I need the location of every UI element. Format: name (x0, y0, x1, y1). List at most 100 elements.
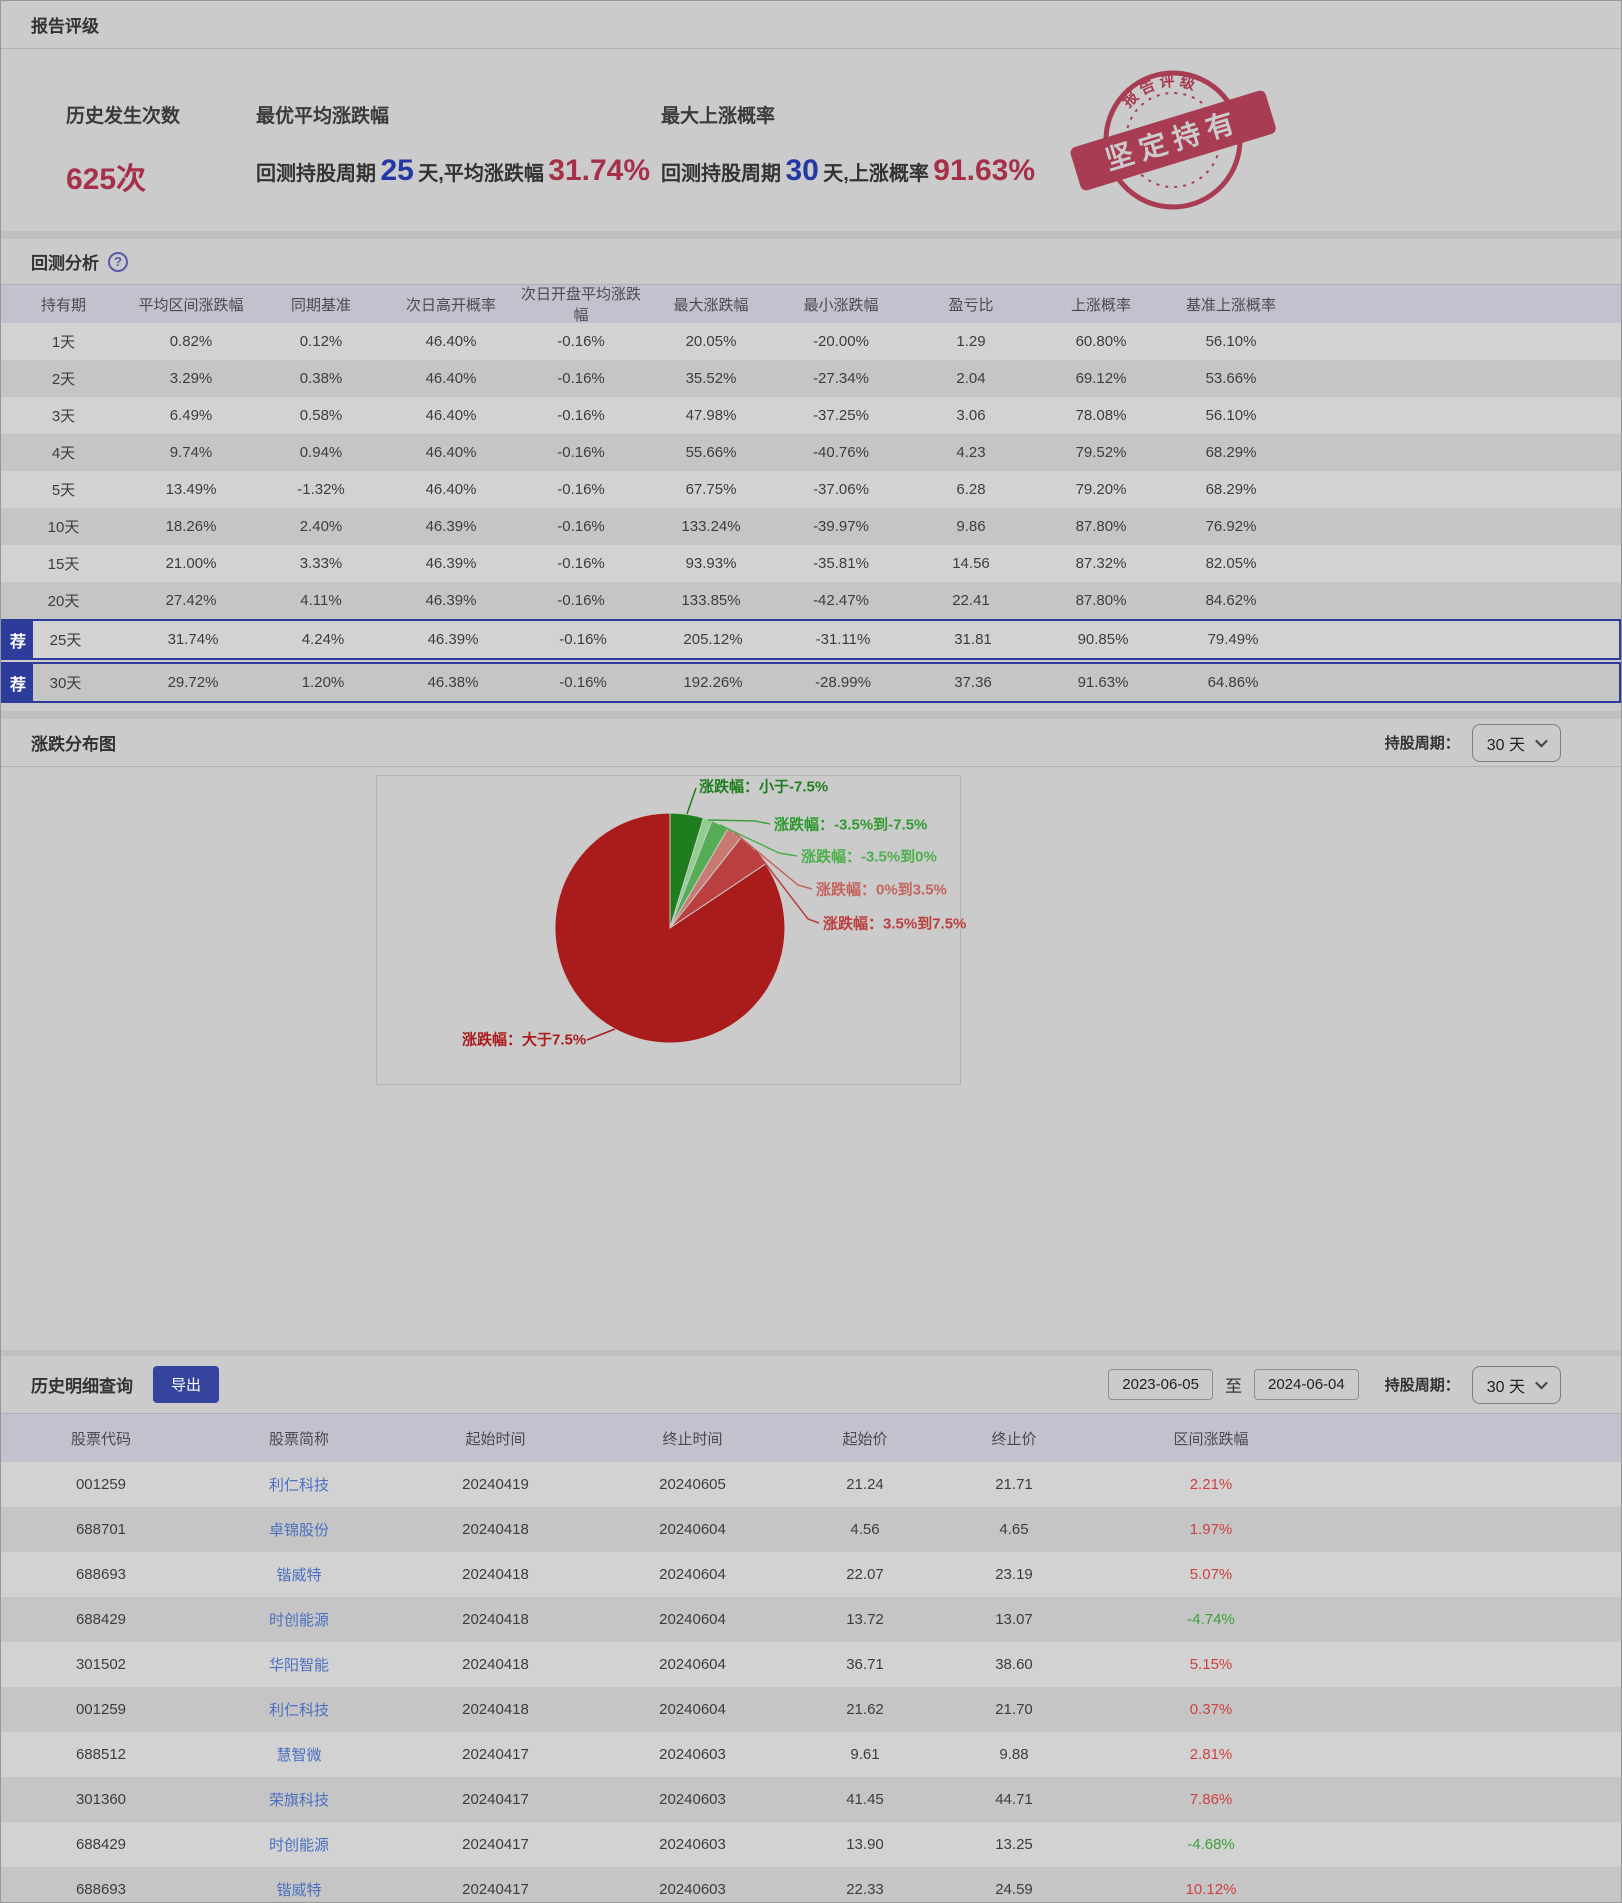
history-row-688512: 688512 慧智微 20240417 20240603 9.61 9.88 2.81% (1, 1732, 1621, 1777)
table-cell: -0.16% (557, 407, 605, 424)
table-cell: 205.12% (683, 631, 743, 648)
table-cell: 0.12% (299, 333, 343, 350)
stock-link[interactable]: 慧智微 (276, 1747, 322, 1764)
table-cell: 6.28 (956, 481, 986, 498)
column-header: 平均区间涨跌幅 (138, 296, 244, 314)
stock-link[interactable]: 锴威特 (276, 1567, 322, 1584)
table-cell: 21.62 (846, 1701, 884, 1718)
table-cell: 46.38% (427, 674, 479, 691)
table-cell: -39.97% (813, 518, 869, 535)
pie-label-below-neg7.5: 涨跌幅：小于-7.5% (699, 778, 829, 796)
history-row-688429: 688429 时创能源 20240418 20240604 13.72 13.07 -4.7… (1, 1597, 1621, 1642)
table-cell: -35.81% (813, 555, 869, 572)
stat-prefix: 回测持股周期 (661, 163, 781, 185)
table-cell: -27.34% (813, 370, 869, 387)
table-cell: 0.58% (299, 407, 343, 424)
backtest-title: 回测分析 (31, 254, 99, 273)
table-cell: 4.65 (999, 1521, 1029, 1538)
table-cell: 133.85% (681, 592, 741, 609)
stock-link[interactable]: 荣旗科技 (268, 1792, 329, 1809)
table-cell: -0.16% (557, 370, 605, 387)
help-icon[interactable]: ? (108, 251, 128, 272)
table-cell: 87.80% (1075, 518, 1127, 535)
table-cell: 46.39% (425, 555, 477, 572)
table-cell: 20240419 (462, 1476, 529, 1493)
table-cell: 13.25 (995, 1836, 1033, 1853)
chart-area: 涨跌幅：小于-7.5% 涨跌幅：-3.5%到-7.5% 涨跌幅：-3.5%到0%… (1, 767, 1621, 1085)
pie-label-3.5-to-7.5: 涨跌幅：3.5%到7.5% (823, 915, 967, 933)
stock-link[interactable]: 时创能源 (268, 1837, 329, 1854)
history-period-value: 30 天 (1486, 1378, 1525, 1396)
table-cell: 27.42% (165, 592, 217, 609)
pie-slice-5[interactable] (554, 812, 786, 1044)
table-cell: 68.29% (1205, 444, 1257, 461)
stock-link[interactable]: 锴威特 (276, 1882, 322, 1899)
table-cell: 46.40% (425, 444, 477, 461)
table-cell: 67.75% (685, 481, 737, 498)
table-cell: 20240418 (462, 1521, 529, 1538)
table-cell: 46.39% (425, 518, 477, 535)
range-change-value: 0.37% (1189, 1701, 1233, 1718)
stock-link[interactable]: 利仁科技 (268, 1477, 329, 1494)
table-cell: 688701 (75, 1521, 127, 1538)
history-period-select[interactable]: 30 天 (1471, 1365, 1561, 1404)
backtest-section-header: 回测分析 ? (1, 239, 1621, 285)
table-cell: 87.32% (1075, 555, 1127, 572)
table-cell: 76.92% (1205, 518, 1257, 535)
table-cell: 24.59 (995, 1881, 1033, 1898)
table-cell: 93.93% (685, 555, 737, 572)
table-cell: 133.24% (681, 518, 741, 535)
table-cell: 688693 (75, 1566, 127, 1583)
history-row-301360: 301360 荣旗科技 20240417 20240603 41.45 44.71 7.86… (1, 1777, 1621, 1822)
date-from-input[interactable]: 2023-06-05 (1108, 1369, 1213, 1400)
stat-max-up-probability: 最大上涨概率 回测持股周期 30 天,上涨概率 91.63% (661, 101, 1035, 188)
column-header: 持有期 (40, 296, 86, 314)
table-cell: 84.62% (1205, 592, 1257, 609)
stat-mid-text: 天,平均涨跌幅 (418, 163, 544, 185)
table-cell: 69.12% (1075, 370, 1127, 387)
table-cell: -0.16% (559, 674, 607, 691)
table-cell: -0.16% (557, 444, 605, 461)
table-cell: 22.41 (952, 592, 990, 609)
table-cell: 20240418 (462, 1701, 529, 1718)
rating-stamp: 报告评级 坚定持有 (1070, 61, 1276, 219)
pie-label-neg3.5-to-neg7.5: 涨跌幅：-3.5%到-7.5% (774, 816, 928, 834)
table-cell: 22.33 (846, 1881, 884, 1898)
table-cell: 91.63% (1077, 674, 1129, 691)
rating-section: 报告评级 历史发生次数 625次 最优平均涨跌幅 回测持股周期 25 天,平均涨… (1, 1, 1621, 231)
rating-body: 历史发生次数 625次 最优平均涨跌幅 回测持股周期 25 天,平均涨跌幅 31… (1, 49, 1621, 231)
stock-link[interactable]: 时创能源 (268, 1612, 329, 1629)
date-to-input[interactable]: 2024-06-04 (1254, 1369, 1359, 1400)
table-cell: 78.08% (1075, 407, 1127, 424)
distribution-period-select[interactable]: 30 天 (1471, 723, 1561, 762)
stock-link[interactable]: 利仁科技 (268, 1702, 329, 1719)
table-cell: 46.40% (425, 407, 477, 424)
table-cell: 60.80% (1075, 333, 1127, 350)
history-row-688429: 688429 时创能源 20240417 20240603 13.90 13.25 -4.6… (1, 1822, 1621, 1867)
export-button[interactable]: 导出 (153, 1366, 220, 1403)
column-header: 次日高开概率 (405, 296, 496, 314)
table-cell: -0.16% (557, 592, 605, 609)
column-header: 终止价 (991, 1430, 1037, 1448)
table-cell: 9.88 (999, 1746, 1029, 1763)
history-row-688693: 688693 锴威特 20240417 20240603 22.33 24.59 10.12… (1, 1867, 1621, 1902)
table-cell: 20240605 (659, 1476, 726, 1493)
table-cell: 29.72% (167, 674, 219, 691)
table-cell: 2.04 (956, 370, 986, 387)
table-cell: 10天 (47, 519, 80, 536)
backtest-row-5天: 5天 13.49% -1.32% 46.40% -0.16% 67.75% -37.06% 6… (1, 471, 1621, 508)
table-cell: 20240418 (462, 1611, 529, 1628)
table-cell: 20240603 (659, 1791, 726, 1808)
table-cell: 4.24% (301, 631, 345, 648)
history-table: 股票代码 股票简称 起始时间 终止时间 起始价 终止价 区间涨跌幅 001259 利仁科技 202… (1, 1414, 1621, 1902)
column-header: 起始时间 (465, 1430, 526, 1448)
table-cell: 20.05% (685, 333, 737, 350)
rating-title: 报告评级 (31, 17, 99, 36)
range-change-value: 10.12% (1185, 1881, 1237, 1898)
table-cell: 13.90 (846, 1836, 884, 1853)
stock-link[interactable]: 华阳智能 (268, 1657, 329, 1674)
table-cell: -1.32% (297, 481, 345, 498)
stat-period-days: 30 (785, 154, 819, 187)
stat-mid-text: 天,上涨概率 (823, 163, 929, 185)
stock-link[interactable]: 卓锦股份 (268, 1522, 329, 1539)
